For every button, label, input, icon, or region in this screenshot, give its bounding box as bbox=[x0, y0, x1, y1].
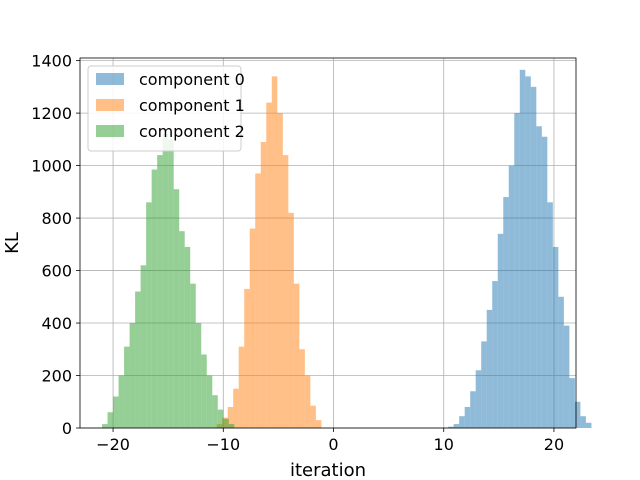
histogram-bar-component-2 bbox=[118, 375, 125, 428]
histogram-bar-component-1 bbox=[299, 349, 305, 428]
histogram-bar-component-0 bbox=[558, 296, 564, 428]
histogram-bar-component-2 bbox=[179, 231, 185, 428]
histogram-bar-component-1 bbox=[249, 228, 256, 428]
histogram-bar-component-0 bbox=[481, 341, 487, 428]
histogram-bar-component-0 bbox=[536, 126, 542, 428]
histogram-bar-component-0 bbox=[569, 378, 575, 428]
histogram-bar-component-1 bbox=[277, 113, 283, 428]
x-tick-label: 20 bbox=[544, 435, 564, 454]
legend-label: component 2 bbox=[139, 122, 245, 141]
histogram-bar-component-1 bbox=[304, 375, 311, 428]
histogram-bar-component-2 bbox=[140, 265, 147, 428]
histogram-bar-component-1 bbox=[282, 155, 289, 428]
legend-swatch bbox=[96, 99, 124, 111]
histogram-bar-component-2 bbox=[162, 134, 169, 428]
y-tick-label: 1400 bbox=[31, 52, 72, 71]
histogram-bar-component-0 bbox=[514, 113, 520, 428]
histogram-bar-component-0 bbox=[459, 416, 465, 428]
plot-frame bbox=[79, 57, 577, 429]
histogram-bar-component-0 bbox=[552, 246, 559, 428]
histogram-bar-component-2 bbox=[157, 155, 163, 428]
histogram-bar-component-1 bbox=[315, 420, 322, 428]
histogram-bar-component-2 bbox=[212, 395, 218, 428]
histogram-bar-component-1 bbox=[266, 102, 272, 429]
histogram-bar-component-2 bbox=[102, 424, 108, 428]
histogram-bar-component-2 bbox=[113, 396, 119, 428]
histogram-bar-component-0 bbox=[530, 86, 537, 429]
histogram-bar-component-2 bbox=[129, 323, 136, 428]
y-tick-label: 200 bbox=[41, 367, 72, 386]
y-axis-label: KL bbox=[2, 232, 23, 254]
histogram-bar-component-0 bbox=[453, 424, 460, 428]
histogram-bar-component-1 bbox=[260, 141, 267, 429]
histogram-bar-component-1 bbox=[244, 288, 250, 428]
histogram-bar-component-0 bbox=[475, 370, 482, 428]
histogram-bar-component-0 bbox=[464, 407, 471, 428]
histogram-bar-component-2 bbox=[124, 346, 130, 428]
histogram-bar-component-0 bbox=[497, 233, 504, 428]
y-tick-label: 400 bbox=[41, 314, 72, 333]
legend-swatch bbox=[96, 125, 124, 137]
histogram-bar-component-0 bbox=[492, 281, 498, 428]
histogram-bar-component-2 bbox=[223, 418, 229, 428]
histogram-bar-component-1 bbox=[293, 283, 300, 428]
histogram-bar-component-2 bbox=[217, 409, 224, 428]
histogram-bar-component-1 bbox=[288, 212, 294, 428]
histogram-bar-component-0 bbox=[486, 309, 493, 428]
histogram-bar-component-1 bbox=[310, 405, 316, 428]
y-tick-label: 1000 bbox=[31, 157, 72, 176]
y-tick-label: 800 bbox=[41, 209, 72, 228]
histogram-bar-component-0 bbox=[519, 69, 526, 429]
histogram-bar-component-0 bbox=[563, 325, 570, 428]
legend: component 0 component 1 component 2 bbox=[87, 65, 245, 152]
histogram-bar-component-0 bbox=[574, 401, 581, 428]
histogram-bar-component-2 bbox=[228, 424, 235, 428]
histogram-bar-component-2 bbox=[151, 169, 158, 428]
y-tick-label: 0 bbox=[62, 419, 72, 438]
histogram-bar-component-0 bbox=[547, 202, 553, 428]
histogram-bar-component-2 bbox=[190, 283, 196, 428]
x-tick-label: −10 bbox=[206, 435, 240, 454]
histogram-bar-component-0 bbox=[580, 416, 586, 428]
x-axis-label: iteration bbox=[290, 460, 366, 480]
histogram-bar-component-2 bbox=[135, 291, 141, 428]
histogram-bar-component-1 bbox=[255, 173, 261, 428]
histogram-bar-component-1 bbox=[233, 388, 239, 428]
legend-label: component 1 bbox=[139, 96, 245, 115]
x-tick-label: −20 bbox=[96, 435, 130, 454]
histogram-bar-component-2 bbox=[184, 246, 191, 428]
histogram-bar-component-1 bbox=[238, 346, 245, 428]
y-tick-label: 1200 bbox=[31, 104, 72, 123]
histogram-bar-component-0 bbox=[541, 136, 548, 429]
x-tick-label: 0 bbox=[328, 435, 338, 454]
histogram-bar-component-0 bbox=[503, 197, 509, 428]
legend-label: component 0 bbox=[139, 70, 245, 89]
y-tick-label: 600 bbox=[41, 262, 72, 281]
histogram-bar-component-0 bbox=[508, 165, 515, 428]
histogram-bar-component-2 bbox=[173, 189, 180, 428]
histogram-bar-component-2 bbox=[107, 412, 114, 428]
histogram-bar-component-2 bbox=[195, 323, 202, 428]
histogram-bar-component-1 bbox=[227, 407, 234, 428]
histogram-bar-component-0 bbox=[448, 426, 454, 428]
histogram-bar-component-1 bbox=[271, 76, 278, 428]
histogram-bar-component-2 bbox=[168, 139, 174, 428]
histogram-bar-component-2 bbox=[206, 375, 213, 428]
histogram-bar-component-2 bbox=[146, 202, 152, 428]
legend-box bbox=[87, 65, 242, 152]
histogram-bar-component-2 bbox=[201, 354, 207, 428]
x-tick-label: 10 bbox=[434, 435, 454, 454]
histogram-bar-component-0 bbox=[585, 422, 592, 428]
legend-swatch bbox=[96, 73, 124, 85]
histogram-bars bbox=[102, 69, 592, 429]
histogram-bar-component-0 bbox=[470, 391, 476, 428]
histogram-bar-component-0 bbox=[525, 76, 531, 428]
